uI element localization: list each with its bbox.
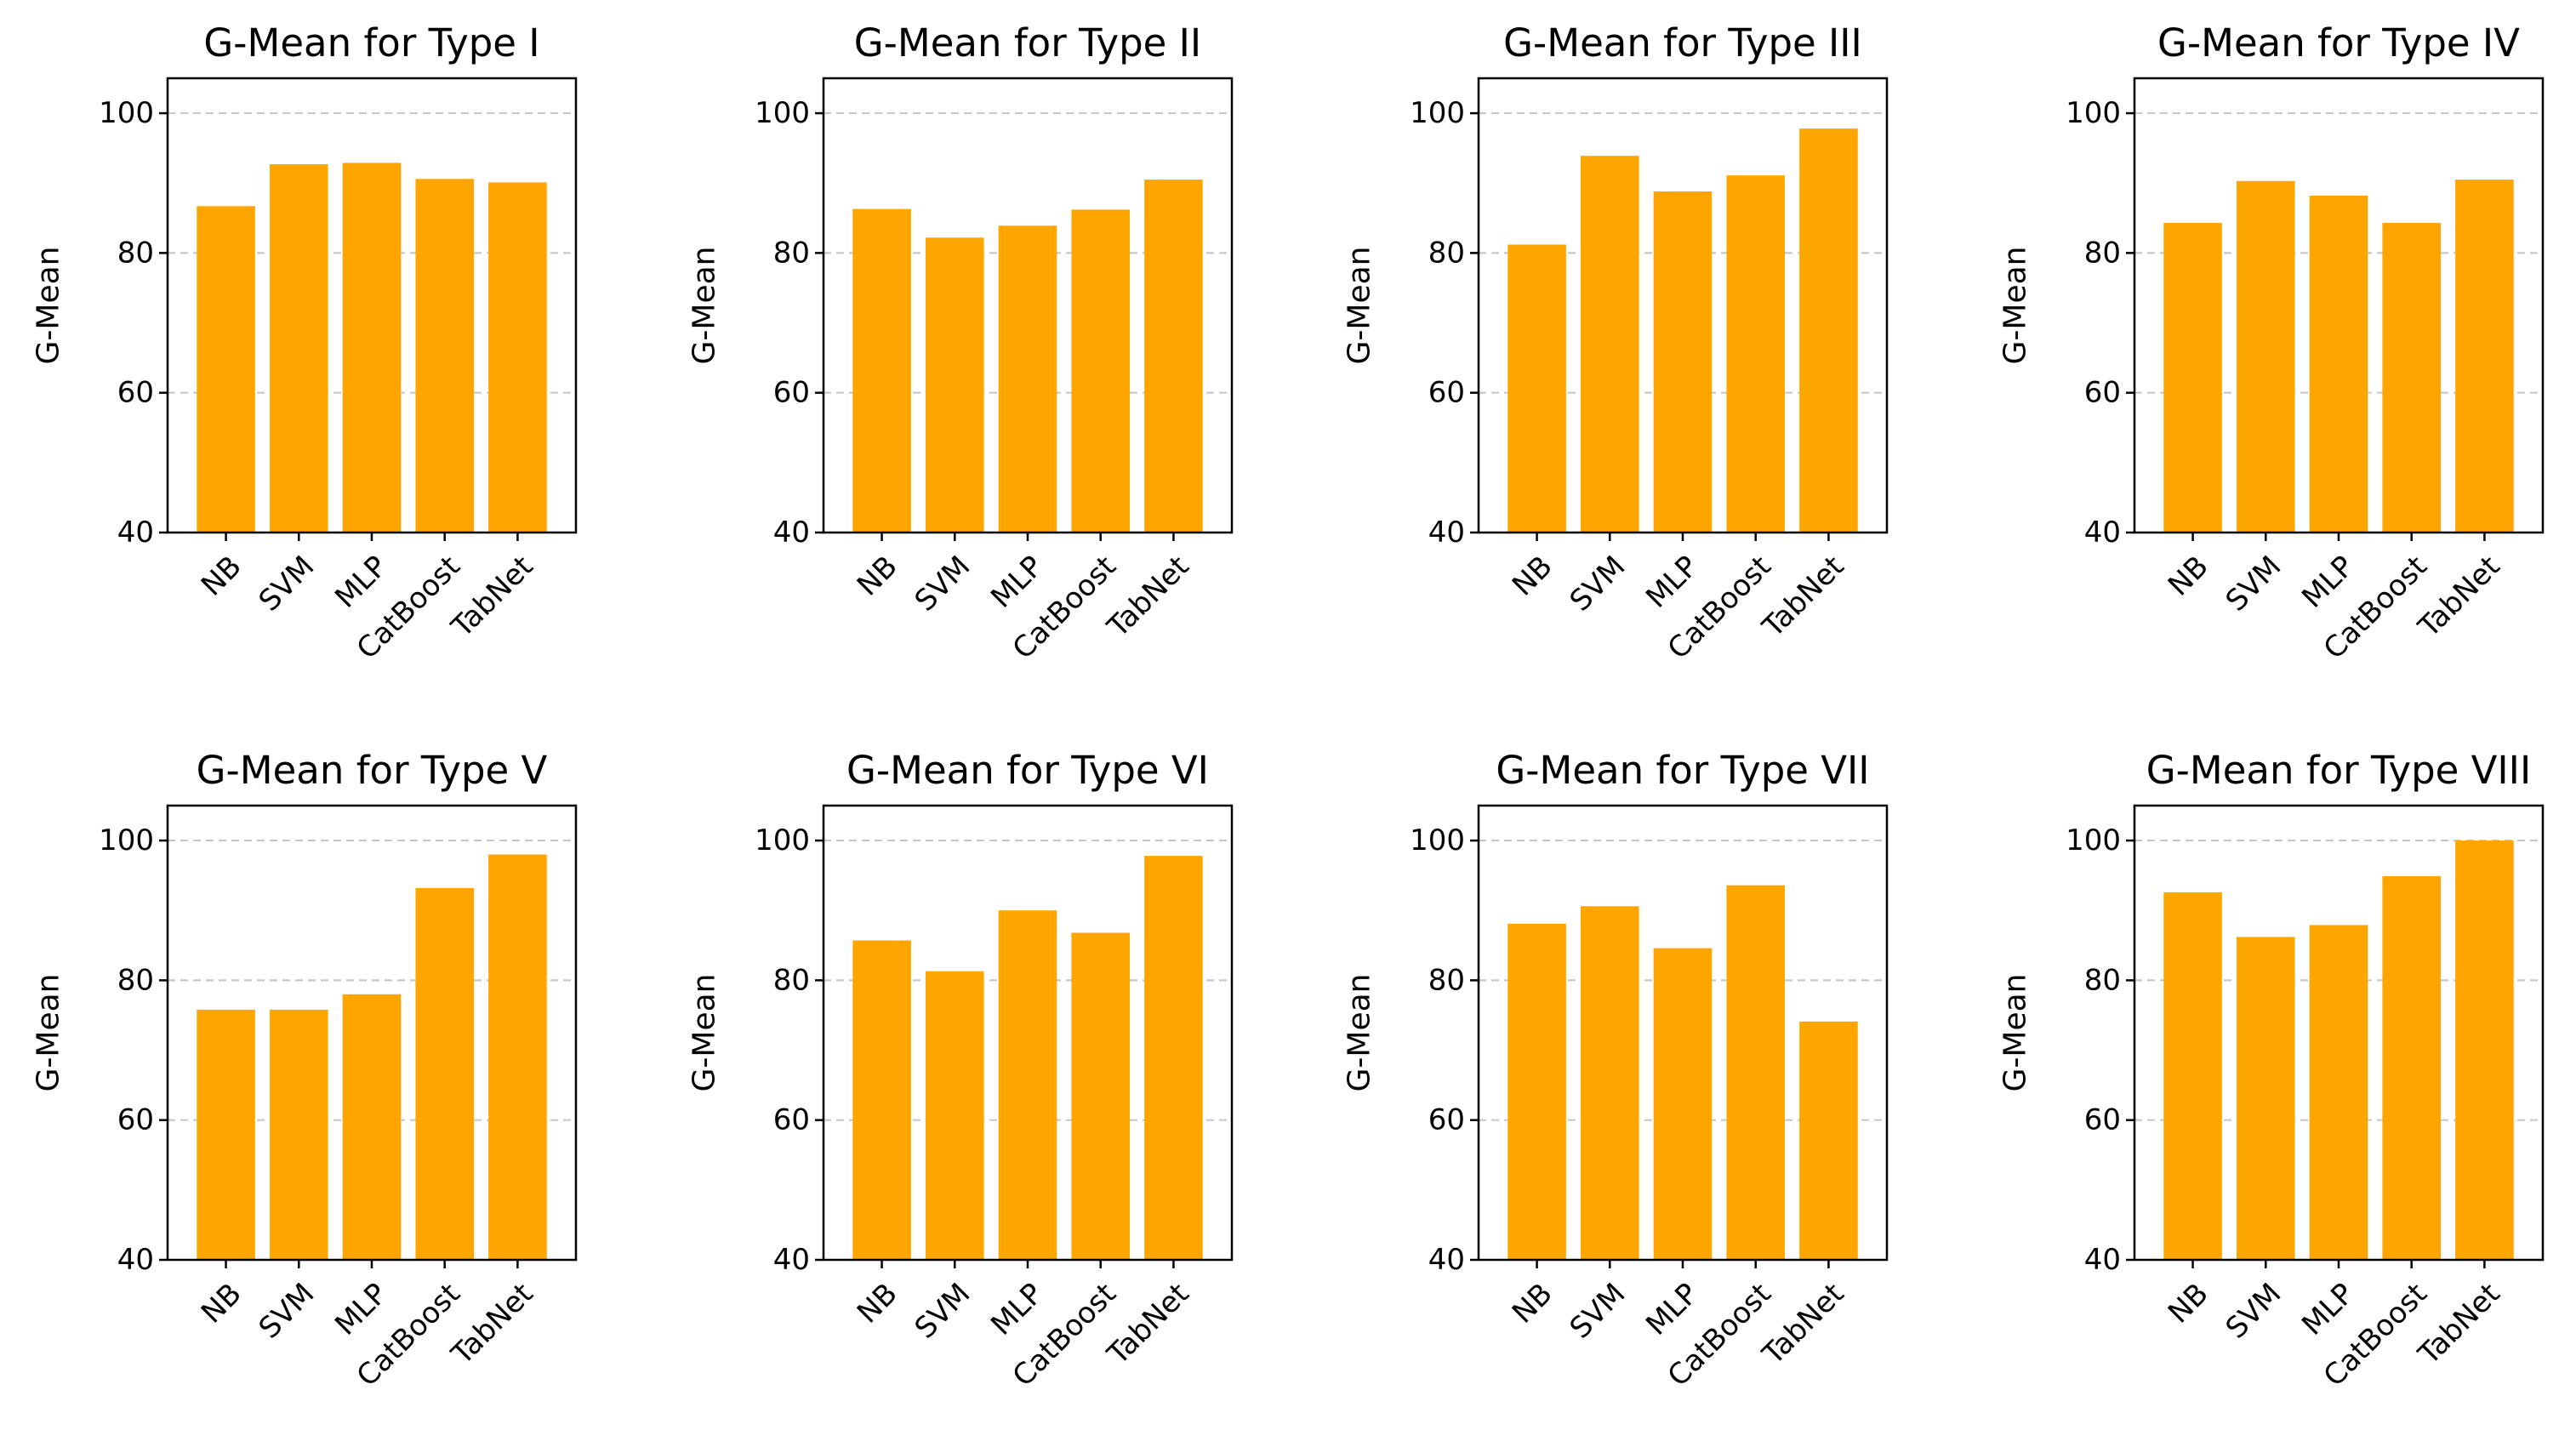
y-axis-label: G-Mean — [687, 247, 722, 365]
y-tick-label: 100 — [1410, 823, 1465, 857]
subplot-title: G-Mean for Type I — [203, 20, 539, 66]
y-tick-label: 80 — [1428, 236, 1465, 270]
y-tick-label: 80 — [1428, 963, 1465, 997]
y-tick-label: 100 — [755, 823, 810, 857]
y-axis-label: G-Mean — [1998, 247, 2033, 365]
bar-nb — [1507, 923, 1566, 1260]
bar-tabnet — [1144, 856, 1203, 1260]
bar-svm — [1581, 906, 1639, 1260]
bar-tabnet — [2455, 840, 2514, 1260]
bar-mlp — [998, 910, 1057, 1260]
y-tick-label: 100 — [1410, 96, 1465, 130]
y-tick-label: 100 — [2066, 96, 2121, 130]
bar-svm — [270, 164, 328, 533]
y-tick-label: 40 — [2084, 516, 2121, 550]
y-tick-label: 40 — [2084, 1243, 2121, 1277]
y-tick-label: 60 — [1428, 376, 1465, 410]
bar-mlp — [2309, 925, 2368, 1260]
y-tick-label: 100 — [99, 96, 154, 130]
bar-svm — [2237, 937, 2295, 1260]
y-tick-label: 40 — [117, 516, 154, 550]
y-tick-label: 60 — [773, 1103, 810, 1137]
bar-nb — [852, 940, 911, 1260]
bar-svm — [2237, 180, 2295, 533]
subplot-title: G-Mean for Type VI — [846, 748, 1209, 793]
y-tick-label: 40 — [773, 516, 810, 550]
y-tick-label: 80 — [117, 963, 154, 997]
bar-mlp — [342, 994, 402, 1260]
bar-tabnet — [1799, 128, 1858, 533]
subplot-title: G-Mean for Type VIII — [2146, 748, 2531, 793]
bar-catboost — [2382, 875, 2441, 1260]
y-tick-label: 40 — [117, 1243, 154, 1277]
subplot-title: G-Mean for Type II — [854, 20, 1201, 66]
bar-mlp — [1653, 191, 1713, 533]
bar-nb — [197, 206, 255, 533]
bar-mlp — [1653, 948, 1713, 1260]
bar-svm — [270, 1009, 328, 1260]
y-tick-label: 80 — [117, 236, 154, 270]
bar-nb — [2163, 223, 2222, 533]
bar-catboost — [415, 887, 474, 1260]
y-axis-label: G-Mean — [31, 247, 66, 365]
y-tick-label: 60 — [2084, 376, 2121, 410]
y-tick-label: 40 — [773, 1243, 810, 1277]
y-axis-label: G-Mean — [1998, 974, 2033, 1092]
bar-mlp — [2309, 196, 2368, 533]
bar-nb — [1507, 244, 1566, 533]
y-tick-label: 100 — [99, 823, 154, 857]
subplot-title: G-Mean for Type IV — [2157, 20, 2520, 66]
bar-catboost — [1071, 932, 1130, 1260]
bar-svm — [1581, 156, 1639, 533]
bar-catboost — [415, 179, 474, 533]
bar-catboost — [1071, 209, 1130, 533]
subplot-title: G-Mean for Type VII — [1496, 748, 1869, 793]
y-tick-label: 100 — [2066, 823, 2121, 857]
bar-catboost — [2382, 223, 2441, 533]
y-tick-label: 80 — [2084, 963, 2121, 997]
bar-svm — [926, 237, 984, 533]
y-tick-label: 60 — [773, 376, 810, 410]
bar-mlp — [998, 225, 1057, 533]
y-tick-label: 80 — [2084, 236, 2121, 270]
bar-catboost — [1726, 175, 1785, 533]
bar-tabnet — [488, 854, 547, 1260]
bar-mlp — [342, 162, 402, 533]
subplot-title: G-Mean for Type V — [197, 748, 548, 793]
y-tick-label: 60 — [2084, 1103, 2121, 1137]
y-tick-label: 60 — [117, 376, 154, 410]
subplot-title: G-Mean for Type III — [1503, 20, 1862, 66]
y-tick-label: 80 — [773, 236, 810, 270]
y-tick-label: 60 — [1428, 1103, 1465, 1137]
bar-nb — [2163, 892, 2222, 1260]
bar-tabnet — [488, 182, 547, 533]
y-axis-label: G-Mean — [1342, 974, 1377, 1092]
bar-tabnet — [1144, 179, 1203, 533]
y-tick-label: 40 — [1428, 1243, 1465, 1277]
bar-nb — [852, 208, 911, 533]
bar-tabnet — [1799, 1021, 1858, 1260]
y-axis-label: G-Mean — [1342, 247, 1377, 365]
y-tick-label: 40 — [1428, 516, 1465, 550]
y-axis-label: G-Mean — [31, 974, 66, 1092]
bar-nb — [197, 1009, 255, 1260]
bar-svm — [926, 971, 984, 1260]
y-axis-label: G-Mean — [687, 974, 722, 1092]
y-tick-label: 100 — [755, 96, 810, 130]
y-tick-label: 80 — [773, 963, 810, 997]
bar-catboost — [1726, 885, 1785, 1260]
bar-tabnet — [2455, 179, 2514, 533]
y-tick-label: 60 — [117, 1103, 154, 1137]
